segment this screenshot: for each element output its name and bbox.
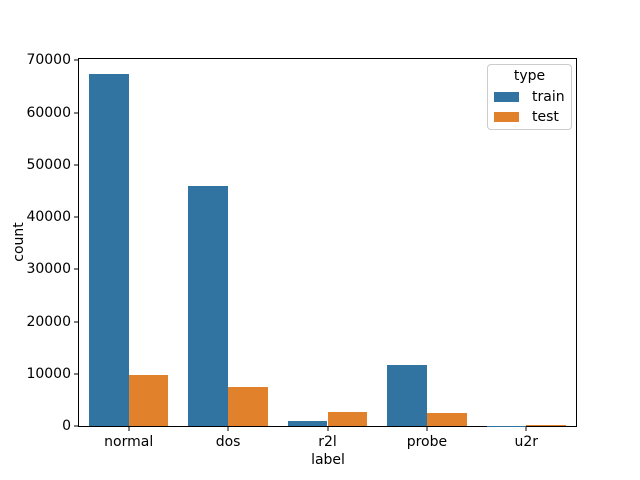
y-tick-label: 70000 — [26, 52, 71, 69]
x-axis-label: label — [311, 452, 345, 468]
legend-swatch-train-icon — [494, 92, 519, 102]
y-tick — [74, 164, 78, 166]
x-tick-label-dos: dos — [215, 434, 241, 450]
y-tick — [74, 321, 78, 323]
legend: type train test — [487, 64, 572, 130]
x-tick — [227, 427, 229, 431]
legend-title: type — [513, 68, 546, 84]
plot-area: 0 10000 20000 30000 40000 50000 60000 70000 norm… — [26, 53, 577, 449]
y-tick-label: 20000 — [26, 313, 71, 330]
y-tick — [74, 373, 78, 375]
x-tick — [525, 427, 527, 431]
bar-test-r2l — [327, 411, 368, 426]
y-tick-label: 30000 — [26, 261, 71, 278]
y-tick — [74, 59, 78, 61]
x-tick — [327, 427, 328, 431]
legend-label-train: train — [532, 89, 565, 105]
x-tick-label-probe: probe — [406, 434, 448, 450]
legend-item-test: test — [488, 107, 571, 127]
y-tick-label: 40000 — [26, 209, 71, 226]
y-tick-label: 60000 — [26, 104, 71, 121]
legend-item-train: train — [488, 87, 571, 107]
bar-test-probe — [426, 413, 467, 426]
bar-train-normal — [88, 74, 129, 426]
y-tick — [74, 216, 78, 218]
bar-test-dos — [228, 387, 268, 426]
bar-train-probe — [387, 365, 427, 426]
x-tick — [128, 427, 130, 431]
y-tick-label: 10000 — [26, 365, 71, 382]
legend-swatch-test-icon — [494, 112, 519, 122]
legend-label-test: test — [532, 109, 559, 125]
y-tick — [74, 425, 78, 427]
y-tick — [74, 112, 78, 114]
x-tick — [426, 427, 428, 431]
bar-test-u2r — [526, 424, 567, 426]
y-axis-label: count — [11, 222, 27, 262]
bar-train-r2l — [287, 420, 328, 426]
x-tick-label-r2l: r2l — [318, 434, 337, 450]
x-tick-label-normal: normal — [104, 434, 154, 450]
x-tick-label-u2r: u2r — [514, 434, 539, 450]
y-tick-label: 0 — [62, 418, 71, 434]
y-tick-label: 50000 — [26, 156, 71, 173]
bar-test-normal — [128, 375, 169, 426]
bar-train-dos — [188, 186, 229, 426]
y-tick — [74, 268, 78, 270]
